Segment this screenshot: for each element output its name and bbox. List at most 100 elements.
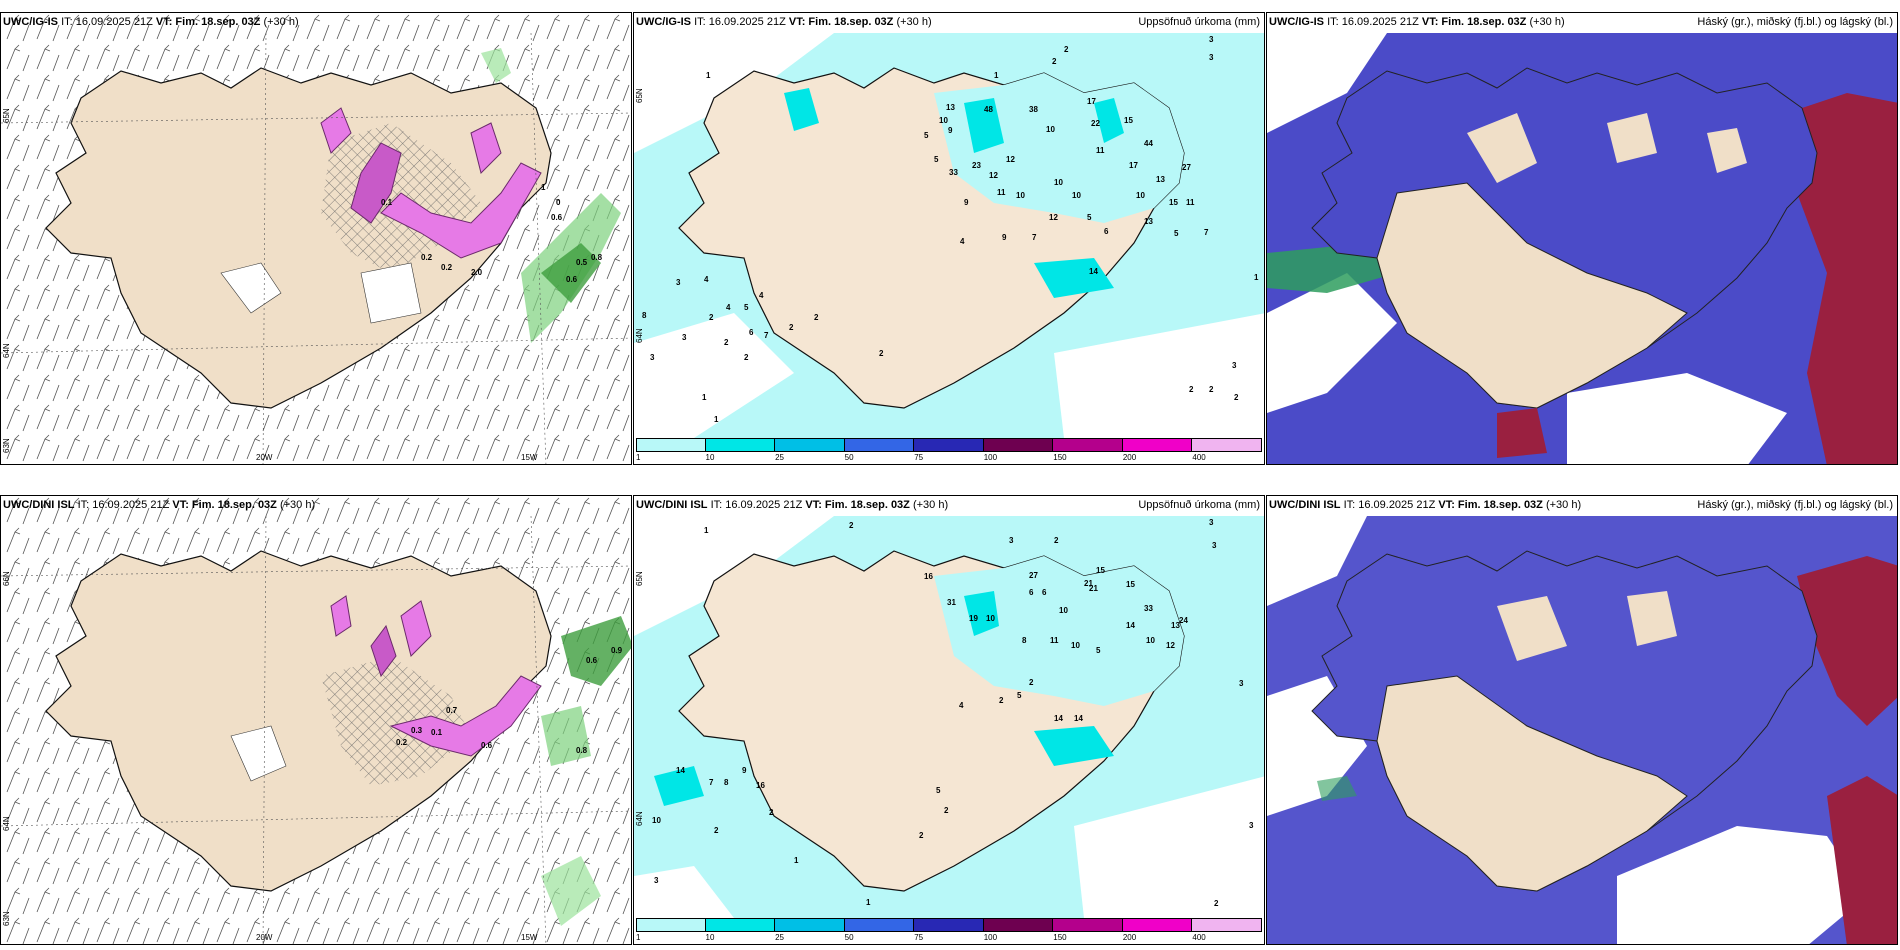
value-label: 3 xyxy=(1212,541,1217,550)
valid-time: VT: Fim. 18.sep. 03Z xyxy=(1438,499,1543,511)
value-label: 2 xyxy=(1029,678,1034,687)
value-label: 44 xyxy=(1144,139,1153,148)
init-time: IT: 16.09.2025 21Z xyxy=(694,16,786,28)
colorbar-tick: 10 xyxy=(705,453,715,462)
valid-time: VT: Fim. 18.sep. 03Z xyxy=(805,499,910,511)
colorbar-swatch xyxy=(983,438,1054,452)
value-label: 10 xyxy=(939,116,948,125)
panel-header: UWC/DINI ISL IT: 16.09.2025 21Z VT: Fim.… xyxy=(1269,499,1893,512)
value-label: 12 xyxy=(989,171,998,180)
colorbar-swatch xyxy=(636,918,706,932)
value-label: 2 xyxy=(919,831,924,840)
value-label: 0.6 xyxy=(481,741,493,750)
colorbar-tick: 150 xyxy=(1053,453,1067,462)
value-label: 6 xyxy=(1042,588,1047,597)
value-label: 9 xyxy=(964,198,969,207)
value-label: 2 xyxy=(1064,45,1069,54)
valid-time: VT: Fim. 18.sep. 03Z xyxy=(155,16,261,28)
lat-label: 64N xyxy=(2,343,11,358)
value-label: 3 xyxy=(682,333,687,342)
value-label: 1 xyxy=(704,526,709,535)
value-label: 6 xyxy=(749,328,754,337)
value-label: 9 xyxy=(948,126,953,135)
value-label: 3 xyxy=(1209,53,1214,62)
colorbar-swatch xyxy=(1053,438,1123,452)
value-label: 2 xyxy=(709,313,714,322)
colorbar-swatch xyxy=(844,918,915,932)
lead-time: (+30 h) xyxy=(1529,16,1565,28)
value-label: 9 xyxy=(742,766,747,775)
init-time: IT: 16.09.2025 21Z xyxy=(1327,16,1419,28)
value-label: 10 xyxy=(1136,191,1145,200)
colorbar-tick: 25 xyxy=(775,933,784,942)
value-label: 33 xyxy=(1144,604,1153,613)
value-label: 2 xyxy=(724,338,729,347)
lat-label: 65N xyxy=(2,108,11,123)
colorbar-tick: 200 xyxy=(1122,933,1137,942)
value-label: 2 xyxy=(714,826,719,835)
value-label: 3 xyxy=(1209,518,1214,527)
value-label: 10 xyxy=(1054,178,1063,187)
value-label: 0.7 xyxy=(446,706,458,715)
value-label: 0.8 xyxy=(576,746,588,755)
value-label: 3 xyxy=(654,876,659,885)
colorbar-tick: 50 xyxy=(844,453,854,462)
lat-label: 64N xyxy=(2,816,11,831)
value-label: 17 xyxy=(1087,97,1096,106)
value-label: 10 xyxy=(652,816,661,825)
value-label: 1 xyxy=(541,183,546,192)
colorbar-tick: 400 xyxy=(1192,453,1206,462)
colorbar-tick: 200 xyxy=(1122,453,1137,462)
colorbar-swatch xyxy=(1122,918,1193,932)
model-name: UWC/IG-IS xyxy=(1269,16,1324,28)
value-label: 0 xyxy=(556,198,561,207)
value-label: 6 xyxy=(1104,227,1109,236)
model-name: UWC/DINI ISL xyxy=(1269,499,1341,511)
value-label: 4 xyxy=(704,275,709,284)
value-label: 16 xyxy=(924,572,933,581)
value-label: 4 xyxy=(759,291,764,300)
lat-label: 65N xyxy=(635,571,644,586)
value-label: 7 xyxy=(709,778,714,787)
value-label: 13 xyxy=(1144,217,1153,226)
colorbar-tick: 1 xyxy=(636,453,641,462)
colorbar-tick: 50 xyxy=(844,933,854,942)
value-label: 10 xyxy=(1072,191,1081,200)
value-label: 5 xyxy=(924,131,929,140)
value-label: 31 xyxy=(947,598,956,607)
value-label: 2 xyxy=(1189,385,1194,394)
value-label: 24 xyxy=(1179,616,1188,625)
parameter-title: Uppsöfnuð úrkoma (mm) xyxy=(1138,499,1260,511)
model-name: UWC/DINI ISL xyxy=(3,499,75,511)
value-label: 14 xyxy=(1089,267,1098,276)
value-label: 2 xyxy=(879,349,884,358)
lon-label: 15W xyxy=(521,933,538,942)
value-label: 2 xyxy=(769,808,774,817)
value-label: 38 xyxy=(1029,105,1038,114)
value-label: 0.9 xyxy=(611,646,623,655)
panel-header: UWC/IG-IS IT: 16.09.2025 21Z VT: Fim. 18… xyxy=(636,16,1260,29)
value-label: 1 xyxy=(706,71,711,80)
value-label: 1 xyxy=(994,71,999,80)
iceland-map-clouds xyxy=(1267,33,1897,464)
value-label: 11 xyxy=(997,188,1006,197)
iceland-map-wind xyxy=(1,496,631,944)
value-label: 0.6 xyxy=(551,213,563,222)
valid-time: VT: Fim. 18.sep. 03Z xyxy=(1421,16,1527,28)
panel-header: UWC/IG-IS IT: 16.09.2025 21Z VT: Fim. 18… xyxy=(3,16,627,29)
value-label: 2 xyxy=(944,806,949,815)
value-label: 0.1 xyxy=(381,198,393,207)
value-label: 12 xyxy=(1166,641,1175,650)
value-label: 7 xyxy=(1032,233,1037,242)
value-label: 4 xyxy=(726,303,731,312)
value-label: 3 xyxy=(1209,35,1214,44)
map-panel-bottom-left: UWC/DINI ISL IT: 16.09.2025 21Z VT: Fim.… xyxy=(0,495,632,945)
value-label: 5 xyxy=(744,303,749,312)
colorbar-tick: 400 xyxy=(1192,933,1206,942)
value-label: 6 xyxy=(1029,588,1034,597)
value-label: 7 xyxy=(1204,228,1209,237)
value-label: 5 xyxy=(1174,229,1179,238)
value-label: 0.5 xyxy=(576,258,588,267)
value-label: 21 xyxy=(1089,584,1098,593)
map-panel-top-right: UWC/IG-IS IT: 16.09.2025 21Z VT: Fim. 18… xyxy=(1266,12,1898,465)
